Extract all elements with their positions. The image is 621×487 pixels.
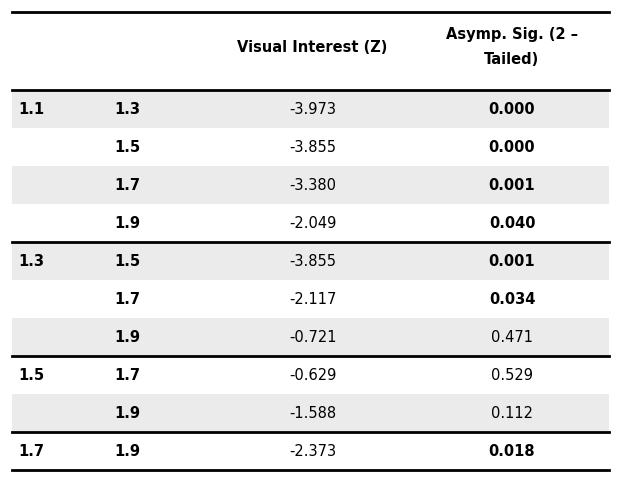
Text: 0.001: 0.001	[489, 177, 535, 192]
Text: 0.000: 0.000	[489, 101, 535, 116]
Text: 1.7: 1.7	[114, 177, 140, 192]
Bar	[12, 166, 609, 204]
Text: 0.034: 0.034	[489, 292, 535, 306]
Text: -1.588: -1.588	[289, 406, 336, 420]
Text: 1.1: 1.1	[18, 101, 44, 116]
Bar	[12, 318, 609, 356]
Text: 0.471: 0.471	[491, 330, 533, 344]
Text: Asymp. Sig. (2 –
Tailed): Asymp. Sig. (2 – Tailed)	[446, 27, 578, 67]
Text: 1.9: 1.9	[114, 330, 140, 344]
Bar	[12, 356, 609, 394]
Text: 1.9: 1.9	[114, 444, 140, 458]
Text: Visual Interest (Z): Visual Interest (Z)	[237, 39, 388, 55]
Bar	[12, 242, 609, 280]
Bar	[12, 204, 609, 242]
Text: 0.000: 0.000	[489, 139, 535, 154]
Text: -0.629: -0.629	[289, 368, 336, 382]
Text: 1.9: 1.9	[114, 406, 140, 420]
Text: 1.7: 1.7	[114, 368, 140, 382]
Bar	[12, 280, 609, 318]
Text: -2.117: -2.117	[289, 292, 336, 306]
Text: 0.018: 0.018	[489, 444, 535, 458]
Text: 1.9: 1.9	[114, 216, 140, 230]
Text: 1.3: 1.3	[114, 101, 140, 116]
Text: 1.3: 1.3	[18, 254, 44, 268]
Bar	[12, 432, 609, 470]
Bar	[12, 128, 609, 166]
Text: 1.5: 1.5	[18, 368, 44, 382]
Text: 0.040: 0.040	[489, 216, 535, 230]
Text: -3.855: -3.855	[289, 139, 336, 154]
Text: 1.5: 1.5	[114, 139, 140, 154]
Text: -0.721: -0.721	[289, 330, 336, 344]
Text: 0.001: 0.001	[489, 254, 535, 268]
Text: -3.855: -3.855	[289, 254, 336, 268]
Text: -3.380: -3.380	[289, 177, 336, 192]
Bar	[12, 12, 609, 90]
Text: 0.112: 0.112	[491, 406, 533, 420]
Text: -2.373: -2.373	[289, 444, 336, 458]
Bar	[12, 394, 609, 432]
Text: 0.529: 0.529	[491, 368, 533, 382]
Text: 1.5: 1.5	[114, 254, 140, 268]
Text: -2.049: -2.049	[289, 216, 336, 230]
Text: 1.7: 1.7	[18, 444, 44, 458]
Bar	[12, 90, 609, 128]
Text: 1.7: 1.7	[114, 292, 140, 306]
Text: -3.973: -3.973	[289, 101, 336, 116]
